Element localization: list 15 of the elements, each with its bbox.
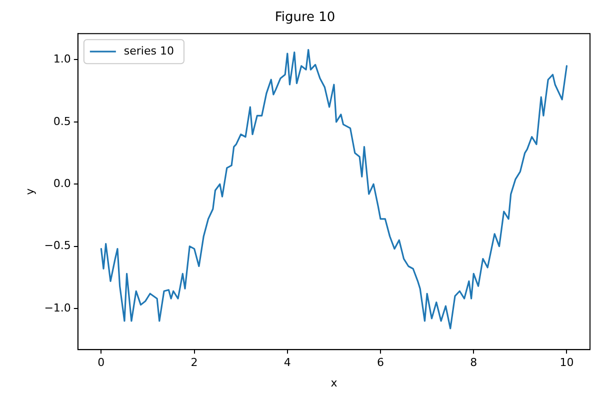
y-tick-label: −1.0	[44, 301, 71, 314]
chart-title: Figure 10	[274, 10, 336, 26]
y-tick-label: 1.0	[53, 52, 71, 66]
x-tick-label: 4	[284, 356, 291, 370]
x-tick-label: 6	[377, 356, 384, 370]
y-tick-label: 0.5	[53, 114, 71, 128]
x-tick-label: 8	[470, 356, 478, 370]
x-tick-label: 10	[560, 356, 574, 370]
y-tick-label: 0.0	[53, 176, 71, 190]
x-axis-title: x	[330, 376, 338, 390]
x-tick-label: 0	[98, 356, 105, 370]
x-tick-label: 2	[190, 356, 198, 370]
y-tick-label: −0.5	[44, 239, 71, 252]
y-axis-title: y	[23, 188, 36, 195]
legend-label: series 10	[124, 44, 174, 58]
